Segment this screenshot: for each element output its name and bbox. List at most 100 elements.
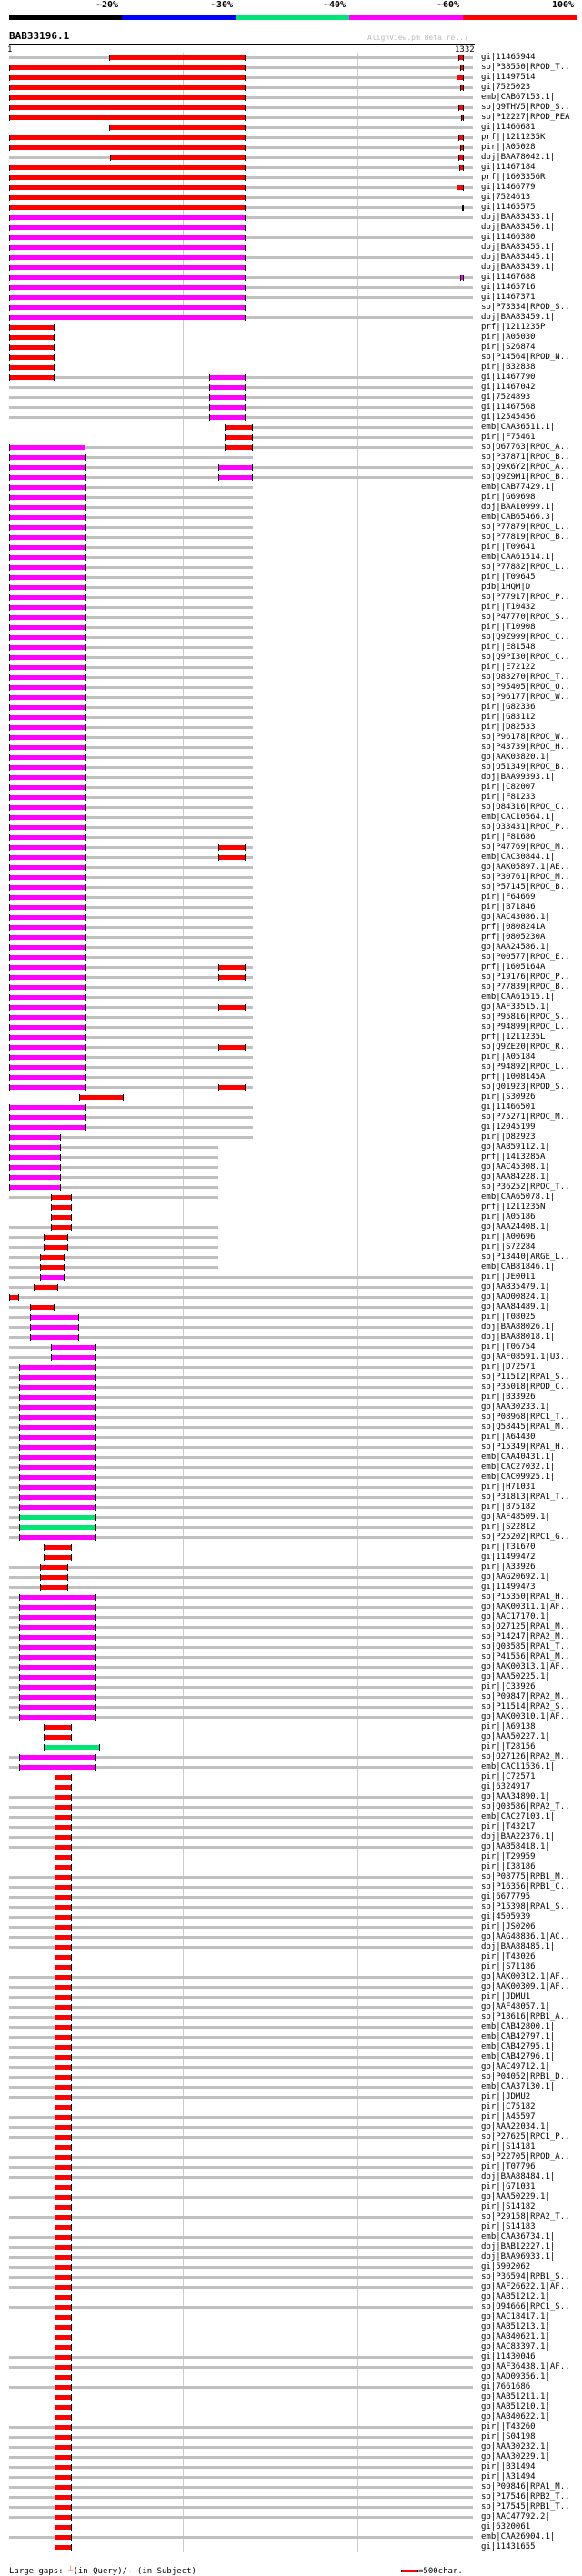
hit-label[interactable]: gi|7524613	[481, 193, 531, 202]
hit-label[interactable]: gi|11466779	[481, 183, 536, 192]
hsp-segment[interactable]	[460, 115, 464, 121]
hsp-segment[interactable]	[9, 225, 246, 231]
hsp-segment[interactable]	[44, 1744, 100, 1751]
hsp-segment[interactable]	[9, 524, 86, 531]
hsp-segment[interactable]	[217, 1004, 246, 1011]
hit-label[interactable]: sp|Q9PI30|RPOC_C..	[481, 653, 570, 662]
hsp-segment[interactable]	[208, 394, 246, 401]
hit-label[interactable]: pir||S14183	[481, 2222, 536, 2232]
hsp-segment[interactable]	[33, 1284, 58, 1291]
hsp-segment[interactable]	[9, 934, 86, 941]
hit-label[interactable]: sp|Q03585|RPA1_T..	[481, 1642, 570, 1652]
hit-label[interactable]: pir||F64669	[481, 893, 536, 902]
hsp-segment[interactable]	[458, 165, 464, 171]
hsp-segment[interactable]	[54, 2114, 73, 2121]
hit-label[interactable]: gb|AAK00312.1|AF..	[481, 1972, 570, 1982]
hit-label[interactable]: pir||C33926	[481, 1682, 536, 1692]
hsp-segment[interactable]	[457, 155, 464, 161]
hsp-segment[interactable]	[54, 2154, 73, 2161]
hsp-segment[interactable]	[54, 1944, 73, 1951]
hit-label[interactable]: dbj|BAA83445.1|	[481, 253, 556, 262]
hsp-segment[interactable]	[54, 2334, 73, 2341]
hit-label[interactable]: gb|AAC83397.1|	[481, 2342, 550, 2351]
hit-label[interactable]: pir||T43260	[481, 2422, 536, 2431]
hsp-segment[interactable]	[459, 85, 464, 91]
hsp-segment[interactable]	[9, 824, 86, 831]
hit-label[interactable]: sp|P36252|RPOC_T..	[481, 1183, 570, 1192]
hsp-segment[interactable]	[9, 494, 86, 501]
hit-label[interactable]: gb|AAA50225.1|	[481, 1672, 550, 1682]
hsp-segment[interactable]	[19, 1714, 96, 1721]
hit-label[interactable]: sp|P38550|RPOD_T..	[481, 63, 570, 72]
hit-label[interactable]: sp|P96177|RPOC_W..	[481, 693, 570, 702]
hsp-segment[interactable]	[9, 275, 246, 281]
hit-label[interactable]: pir||A69138	[481, 1722, 536, 1732]
hsp-segment[interactable]	[9, 464, 86, 471]
hsp-segment[interactable]	[44, 1234, 69, 1241]
hit-label[interactable]: pir||A31494	[481, 2472, 536, 2481]
hsp-segment[interactable]	[9, 334, 55, 341]
hit-label[interactable]: gi|11466681	[481, 123, 536, 132]
hit-label[interactable]: sp|P77882|RPOC_L..	[481, 563, 570, 572]
hit-label[interactable]: pir||G69698	[481, 493, 536, 502]
hsp-segment[interactable]	[9, 944, 86, 951]
hsp-segment[interactable]	[54, 2534, 73, 2541]
hsp-segment[interactable]	[54, 1954, 73, 1961]
hit-label[interactable]: sp|P11514|RPA2_S..	[481, 1702, 570, 1712]
hit-label[interactable]: gi|11467371	[481, 293, 536, 302]
hit-label[interactable]: dbj|BAB12227.1|	[481, 2242, 556, 2252]
hsp-segment[interactable]	[110, 155, 246, 161]
hsp-segment[interactable]	[54, 1794, 73, 1801]
hit-label[interactable]: sp|P27625|RPC1_P..	[481, 2132, 570, 2142]
hsp-segment[interactable]	[40, 1564, 69, 1571]
hit-label[interactable]: sp|P17545|RPB1_T..	[481, 2502, 570, 2511]
hit-label[interactable]: pir||S14181	[481, 2142, 536, 2152]
hsp-segment[interactable]	[54, 2044, 73, 2051]
hsp-segment[interactable]	[54, 2474, 73, 2481]
hsp-segment[interactable]	[9, 624, 86, 631]
hit-label[interactable]: sp|O83270|RPOC_T..	[481, 673, 570, 682]
hit-label[interactable]: pir||S22812	[481, 1523, 536, 1532]
hit-label[interactable]: emb|CAB65466.3|	[481, 513, 556, 522]
hsp-segment[interactable]	[9, 594, 86, 601]
hsp-segment[interactable]	[54, 2184, 73, 2191]
hit-label[interactable]: sp|P15349|RPA1_H..	[481, 1443, 570, 1452]
hit-label[interactable]: pir||T06754	[481, 1343, 536, 1352]
hsp-segment[interactable]	[50, 1214, 72, 1221]
hsp-segment[interactable]	[54, 2244, 73, 2251]
hsp-segment[interactable]	[457, 105, 464, 111]
hit-label[interactable]: emb|CAB77429.1|	[481, 483, 556, 492]
hsp-segment[interactable]	[44, 1724, 72, 1731]
hsp-segment[interactable]	[9, 634, 86, 641]
hsp-segment[interactable]	[19, 1464, 96, 1471]
hsp-segment[interactable]	[19, 1384, 96, 1391]
hsp-segment[interactable]	[54, 2074, 73, 2081]
hit-label[interactable]: gi|11499473	[481, 1583, 536, 1592]
hsp-segment[interactable]	[9, 265, 246, 271]
hsp-segment[interactable]	[9, 1014, 86, 1021]
hit-label[interactable]: gb|AAK05897.1|AE..	[481, 863, 570, 872]
hit-label[interactable]: sp|O67763|RPOC_A..	[481, 443, 570, 452]
hit-label[interactable]: pir||JDMU1	[481, 1992, 531, 2002]
hit-label[interactable]: sp|Q9X6Y2|RPOC_A..	[481, 463, 570, 472]
hit-label[interactable]: gi|11466501	[481, 1103, 536, 1112]
hit-label[interactable]: pir||S72284	[481, 1243, 536, 1252]
hit-label[interactable]: gb|AAA22034.1|	[481, 2122, 550, 2132]
hsp-segment[interactable]	[9, 1064, 86, 1071]
hsp-segment[interactable]	[9, 604, 86, 611]
hit-label[interactable]: gi|11431655	[481, 2542, 536, 2551]
hsp-segment[interactable]	[54, 2524, 73, 2531]
hsp-segment[interactable]	[9, 704, 86, 711]
hsp-segment[interactable]	[9, 255, 246, 261]
hit-label[interactable]: dbj|BAA99393.1|	[481, 773, 556, 782]
hit-label[interactable]: pir||T28156	[481, 1742, 536, 1752]
hit-label[interactable]: dbj|BAA88484.1|	[481, 2172, 556, 2182]
hsp-segment[interactable]	[19, 1514, 96, 1521]
hsp-segment[interactable]	[9, 724, 86, 731]
hit-label[interactable]: pir||S71186	[481, 1962, 536, 1972]
hit-label[interactable]: gb|AAB51211.1|	[481, 2392, 550, 2401]
hsp-segment[interactable]	[9, 614, 86, 621]
hit-label[interactable]: emb|CAC27103.1|	[481, 1812, 556, 1822]
hit-label[interactable]: gi|11467042	[481, 383, 536, 392]
hsp-segment[interactable]	[9, 205, 246, 211]
